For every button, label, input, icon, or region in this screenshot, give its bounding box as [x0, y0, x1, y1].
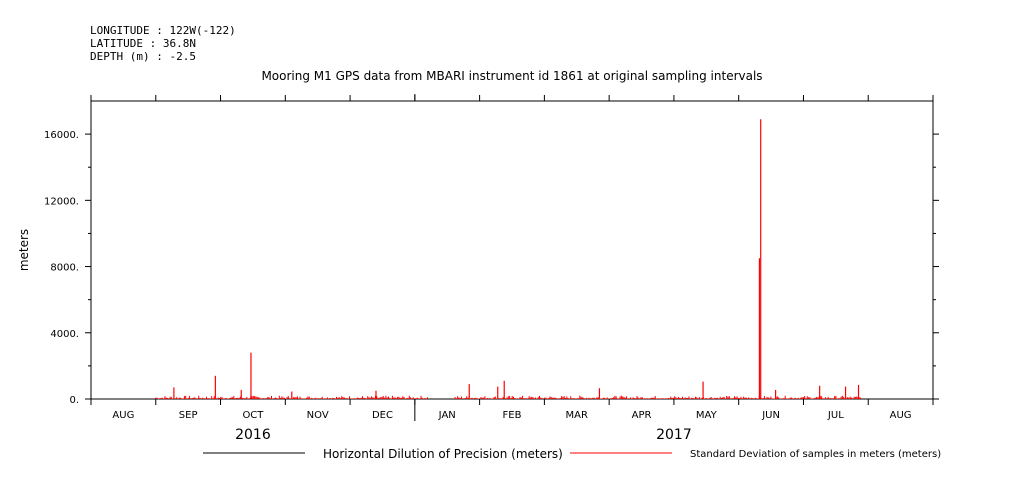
stddev-series-noise: [155, 395, 862, 399]
year-label: 2016: [235, 427, 271, 443]
x-tick-label: MAY: [696, 410, 718, 421]
y-tick-label: 0.: [69, 395, 79, 406]
y-tick-label: 4000.: [50, 329, 79, 340]
depth-label: DEPTH (m) : -2.5: [90, 50, 196, 63]
x-tick-label: SEP: [179, 410, 198, 421]
y-tick-label: 8000.: [50, 263, 79, 274]
year-label: 2017: [656, 427, 692, 443]
plot-frame: [90, 100, 934, 400]
y-tick-label: 16000.: [44, 130, 79, 141]
x-tick-label: FEB: [503, 410, 522, 421]
axes-layer: 0. 4000. 8000. 12000. 16000. AUG SEP OCT NOV DEC J…: [44, 94, 939, 443]
latitude-label: LATITUDE : 36.8N: [90, 37, 196, 50]
y-axis-label: meters: [17, 229, 31, 271]
x-tick-label: MAR: [566, 410, 588, 421]
metadata-block: LONGITUDE : 122W(-122) LATITUDE : 36.8N …: [90, 24, 236, 63]
x-tick-label: NOV: [307, 410, 329, 421]
x-tick-label: APR: [632, 410, 652, 421]
y-tick-label: 12000.: [44, 196, 79, 207]
chart-title: Mooring M1 GPS data from MBARI instrumen…: [261, 69, 762, 83]
x-tick-label: AUG: [890, 410, 912, 421]
x-tick-label: JUL: [827, 410, 844, 421]
x-tick-label: JAN: [438, 410, 456, 421]
series-layer: [155, 119, 862, 399]
legend-label-hdop: Horizontal Dilution of Precision (meters…: [323, 447, 563, 461]
x-tick-label: OCT: [242, 410, 264, 421]
x-tick-label: JUN: [761, 410, 780, 421]
legend-label-stddev: Standard Deviation of samples in meters …: [690, 449, 941, 460]
longitude-label: LONGITUDE : 122W(-122): [90, 24, 236, 37]
x-tick-label: AUG: [112, 410, 134, 421]
x-tick-label: DEC: [372, 410, 393, 421]
